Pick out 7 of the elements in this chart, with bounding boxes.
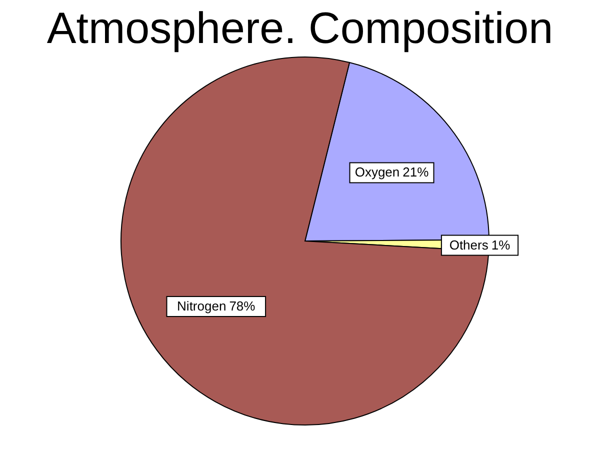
data-label: 78% — [229, 298, 256, 314]
slice-label: Others — [449, 237, 489, 252]
data-label: 21% — [402, 164, 430, 180]
slice-label: Nitrogen — [177, 298, 226, 314]
slice-label: Oxygen — [354, 164, 400, 180]
chart-title: Atmosphere. Composition — [46, 4, 554, 54]
data-label: 1% — [491, 237, 511, 252]
